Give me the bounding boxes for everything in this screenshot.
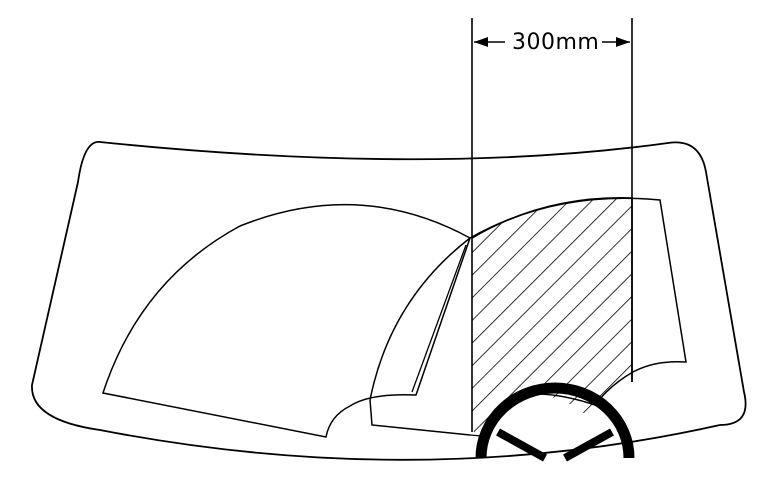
steering-wheel-spoke-left [496, 428, 547, 462]
steering-wheel-spoke-right [563, 428, 614, 462]
hatched-zone-outline [471, 197, 633, 382]
lower-sill-line [469, 434, 483, 437]
driver-wiped-area-inner-edge [369, 399, 471, 436]
steering-wheel [475, 382, 635, 462]
passenger-wiped-area [102, 203, 471, 438]
steering-wheel-rim [475, 382, 635, 459]
dimension-arrowhead-left [474, 37, 488, 47]
dimension-label: 300mm [509, 30, 603, 56]
dimension-arrowhead-right [616, 37, 630, 47]
windscreen-outline [31, 141, 747, 461]
sweep-divider [411, 244, 467, 393]
